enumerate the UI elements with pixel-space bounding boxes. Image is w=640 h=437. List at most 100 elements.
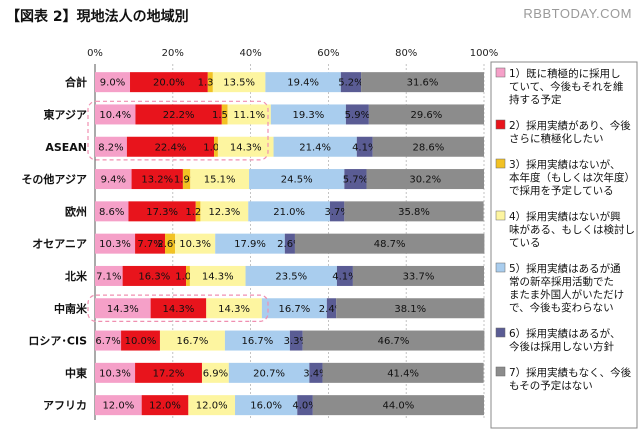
data-label: 33.7%: [403, 271, 435, 282]
data-label: 17.3%: [146, 207, 178, 218]
data-label: 30.2%: [409, 175, 441, 186]
bar-segment: [309, 362, 323, 383]
data-label: 10.3%: [179, 239, 211, 250]
bar-segment: [207, 72, 213, 93]
data-label: 21.4%: [299, 142, 331, 153]
bar-segment: [214, 136, 218, 157]
category-label: 中東: [65, 366, 88, 380]
legend-marker: [495, 119, 506, 130]
bar-segment: [217, 136, 274, 157]
data-label: 8.6%: [99, 207, 124, 218]
bar-segment: [212, 72, 266, 93]
legend-entry: ていて、今後もそれを維: [509, 80, 623, 93]
bar-segment: [190, 169, 250, 190]
data-label: 48.7%: [374, 239, 406, 250]
data-label: 4.1%: [332, 271, 357, 282]
highlight-box: [87, 100, 269, 161]
bar-segment: [322, 362, 484, 383]
bar-segment: [195, 201, 201, 222]
legend-entry: またま外国人がいただけ: [509, 288, 624, 301]
bar-segment: [265, 72, 341, 93]
bar-segment: [235, 395, 298, 416]
bar-segment: [186, 265, 190, 286]
bar-segment: [189, 265, 246, 286]
bar-segment: [227, 104, 271, 125]
bar-segment: [312, 395, 484, 416]
data-label: 2.6%: [277, 239, 302, 250]
bar-segment: [228, 362, 310, 383]
data-label: 16.7%: [242, 336, 274, 347]
data-label: 7.1%: [96, 271, 121, 282]
bar-segment: [221, 104, 228, 125]
data-label: 16.7%: [177, 336, 209, 347]
data-label: 24.5%: [281, 175, 313, 186]
legend-entry: 4）採用実績はないが興: [509, 210, 621, 223]
bar-segment: [130, 72, 208, 93]
category-label: 中南米: [54, 301, 88, 315]
bar-segment: [366, 169, 484, 190]
data-label: 14.3%: [218, 304, 250, 315]
data-label: 22.4%: [155, 142, 187, 153]
data-label: 2.4%: [319, 304, 344, 315]
legend-entry: 5）採用実績はあるが通: [509, 262, 621, 275]
data-label: 5.9%: [345, 110, 370, 121]
bar-segment: [245, 265, 337, 286]
bar-segment: [95, 330, 122, 351]
data-label: 29.6%: [411, 110, 443, 121]
data-label: 38.1%: [394, 304, 426, 315]
legend-marker: [495, 67, 506, 78]
bar-segment: [344, 169, 367, 190]
category-label: オセアニア: [32, 238, 87, 251]
legend-entry: 6）採用実績はあるが、: [509, 327, 620, 340]
data-label: 15.1%: [204, 175, 236, 186]
bar-segment: [95, 265, 123, 286]
data-label: 20.0%: [153, 78, 185, 89]
data-label: 1.0%: [203, 142, 228, 153]
legend-marker: [495, 262, 506, 273]
bar-segment: [273, 136, 357, 157]
data-label: 14.3%: [202, 271, 234, 282]
bar-segment: [122, 265, 187, 286]
legend-entry: 本年度（もしくは次年度）: [509, 171, 635, 184]
bar-segment: [289, 330, 303, 351]
bar-segment: [356, 136, 373, 157]
bar-segment: [95, 233, 136, 254]
data-label: 10.3%: [99, 368, 131, 379]
data-label: 16.0%: [250, 401, 282, 412]
legend-box: [490, 61, 638, 429]
bar-segment: [224, 330, 290, 351]
watermark: RBBTODAY.COM: [523, 6, 632, 21]
bar-segment: [165, 233, 176, 254]
data-label: 1.0%: [175, 271, 200, 282]
bar-segment: [249, 169, 345, 190]
bar-segment: [121, 330, 160, 351]
data-label: 19.3%: [292, 110, 324, 121]
bar-segment: [302, 330, 485, 351]
x-tick-label: 20%: [162, 48, 184, 59]
x-tick-label: 80%: [395, 48, 417, 59]
data-label: 12.3%: [208, 207, 240, 218]
data-label: 10.0%: [125, 336, 157, 347]
data-label: 16.3%: [138, 271, 170, 282]
bar-segment: [95, 201, 129, 222]
legend-entry: で採用を予定している: [509, 184, 614, 197]
category-label: 北米: [65, 269, 88, 283]
data-label: 20.7%: [253, 368, 285, 379]
legend-entry: 味がある、もしくは検討し: [509, 223, 635, 236]
legend-entry: 3）採用実績はないが、: [509, 158, 620, 171]
data-label: 14.3%: [107, 304, 139, 315]
bar-segment: [95, 395, 142, 416]
legend-entry: で、今後も変わらない: [509, 301, 614, 314]
data-label: 44.0%: [383, 401, 415, 412]
bar-segment: [297, 395, 313, 416]
bar-segment: [159, 330, 225, 351]
data-label: 1.5%: [212, 110, 237, 121]
data-label: 10.4%: [99, 110, 131, 121]
data-label: 13.5%: [223, 78, 255, 89]
data-label: 23.5%: [275, 271, 307, 282]
data-label: 9.0%: [100, 78, 125, 89]
bar-segment: [135, 233, 166, 254]
data-label: 7.7%: [137, 239, 162, 250]
bar-segment: [95, 72, 131, 93]
bar-segment: [135, 104, 222, 125]
